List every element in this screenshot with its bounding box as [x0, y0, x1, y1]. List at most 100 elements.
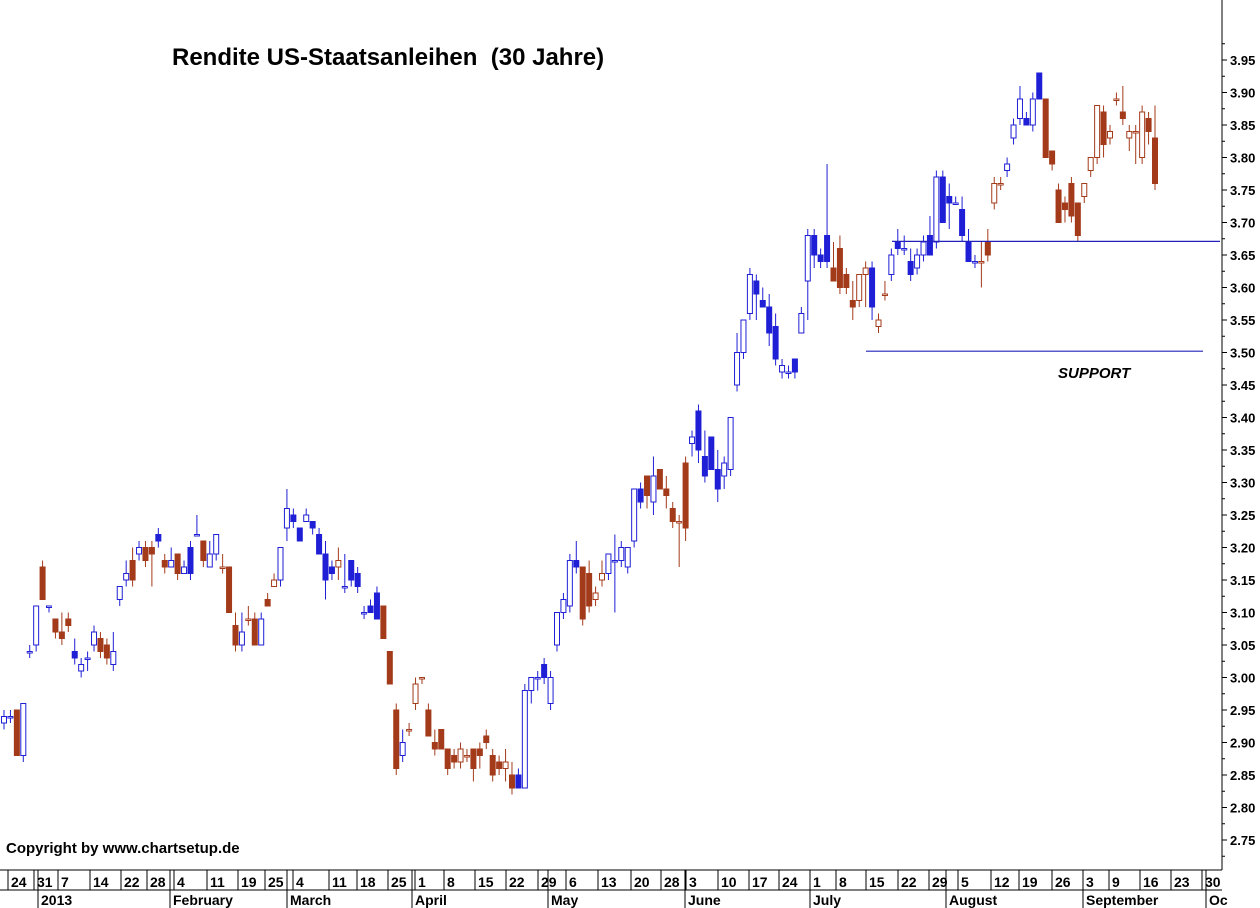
candle-body — [984, 241, 991, 256]
candle-body — [579, 566, 586, 620]
candle — [843, 268, 850, 294]
candle — [213, 534, 220, 561]
candle-body — [1094, 105, 1101, 158]
candle — [406, 723, 413, 736]
candle — [123, 560, 130, 587]
candle-body — [843, 274, 850, 288]
candle — [1049, 150, 1056, 171]
y-tick-label: 2.75 — [1230, 833, 1255, 848]
candle-body — [502, 761, 509, 769]
candle-body — [734, 352, 741, 386]
candle-body — [914, 254, 921, 269]
candle — [1145, 112, 1152, 145]
candle — [1094, 105, 1101, 164]
y-tick-label: 3.40 — [1230, 411, 1255, 426]
candle — [206, 541, 213, 568]
candle-body — [148, 547, 155, 555]
candle — [71, 638, 78, 665]
candle-body — [926, 235, 933, 256]
candle — [946, 183, 953, 229]
candle-body — [830, 267, 837, 282]
candle — [309, 521, 316, 535]
x-day-label: 22 — [901, 874, 917, 890]
candle — [219, 554, 226, 574]
x-day-label: 8 — [839, 874, 847, 890]
x-day-label: 12 — [994, 874, 1010, 890]
candle-body — [553, 612, 560, 646]
candle-body — [181, 566, 188, 574]
x-month-label: May — [551, 892, 578, 908]
candle — [566, 554, 573, 613]
candle — [110, 632, 117, 671]
candle — [766, 294, 773, 346]
candle-body — [1061, 202, 1068, 210]
candle-body — [97, 638, 104, 652]
candle-body — [560, 599, 567, 613]
x-month-label: September — [1086, 892, 1159, 908]
candle — [637, 482, 644, 509]
candle — [508, 762, 515, 795]
candle-body — [624, 547, 631, 568]
candle — [316, 528, 323, 555]
candle — [1087, 157, 1094, 177]
candle — [1081, 183, 1088, 203]
candle — [689, 430, 696, 457]
candle — [251, 612, 258, 646]
candle — [791, 358, 798, 379]
candle — [463, 749, 470, 762]
candle — [721, 456, 728, 489]
y-tick-label: 3.55 — [1230, 313, 1255, 328]
candle-body — [123, 573, 130, 581]
candle — [1152, 105, 1158, 190]
candle-body — [753, 280, 760, 295]
candle — [148, 541, 155, 587]
candle-body — [791, 358, 798, 373]
y-tick-label: 3.35 — [1230, 443, 1255, 458]
candle-body — [708, 436, 715, 470]
x-day-label: 1 — [813, 874, 821, 890]
x-day-label: 17 — [752, 874, 768, 890]
candle — [181, 560, 188, 574]
candle — [650, 456, 657, 515]
candle — [65, 612, 72, 632]
candle-body — [103, 644, 110, 659]
candle — [418, 677, 425, 684]
candle — [1126, 125, 1133, 151]
candle — [476, 742, 483, 769]
candle-body — [1036, 72, 1043, 100]
x-day-label: 9 — [1112, 874, 1120, 890]
candle — [939, 170, 946, 223]
candle-body — [721, 462, 728, 477]
candle — [682, 456, 689, 541]
candle — [361, 606, 368, 619]
candle-body — [1055, 189, 1062, 223]
candle — [701, 430, 708, 483]
candle-body — [348, 560, 355, 581]
x-day-label: 25 — [391, 874, 407, 890]
candle-body — [245, 618, 252, 621]
candle-body — [1023, 118, 1030, 126]
candle — [39, 560, 46, 600]
x-day-label: 11 — [332, 874, 347, 890]
candle — [553, 612, 560, 652]
candle-body — [869, 267, 876, 308]
x-day-label: 22 — [509, 874, 525, 890]
candle — [798, 307, 805, 334]
candle-body — [193, 534, 200, 537]
candle — [258, 612, 265, 646]
x-day-label: 28 — [150, 874, 166, 890]
x-day-label: 20 — [634, 874, 650, 890]
candle — [271, 573, 278, 587]
x-month-label: June — [688, 892, 721, 908]
candle-body — [888, 254, 895, 275]
candle — [78, 658, 85, 678]
x-day-label: 14 — [93, 874, 109, 890]
candle-body — [206, 553, 213, 568]
candle — [245, 606, 252, 626]
candle-body — [856, 274, 863, 301]
candle — [869, 261, 876, 320]
candle-body — [566, 560, 573, 607]
candle-body — [824, 235, 831, 262]
candle-body — [779, 365, 786, 373]
candle-body — [213, 534, 220, 555]
